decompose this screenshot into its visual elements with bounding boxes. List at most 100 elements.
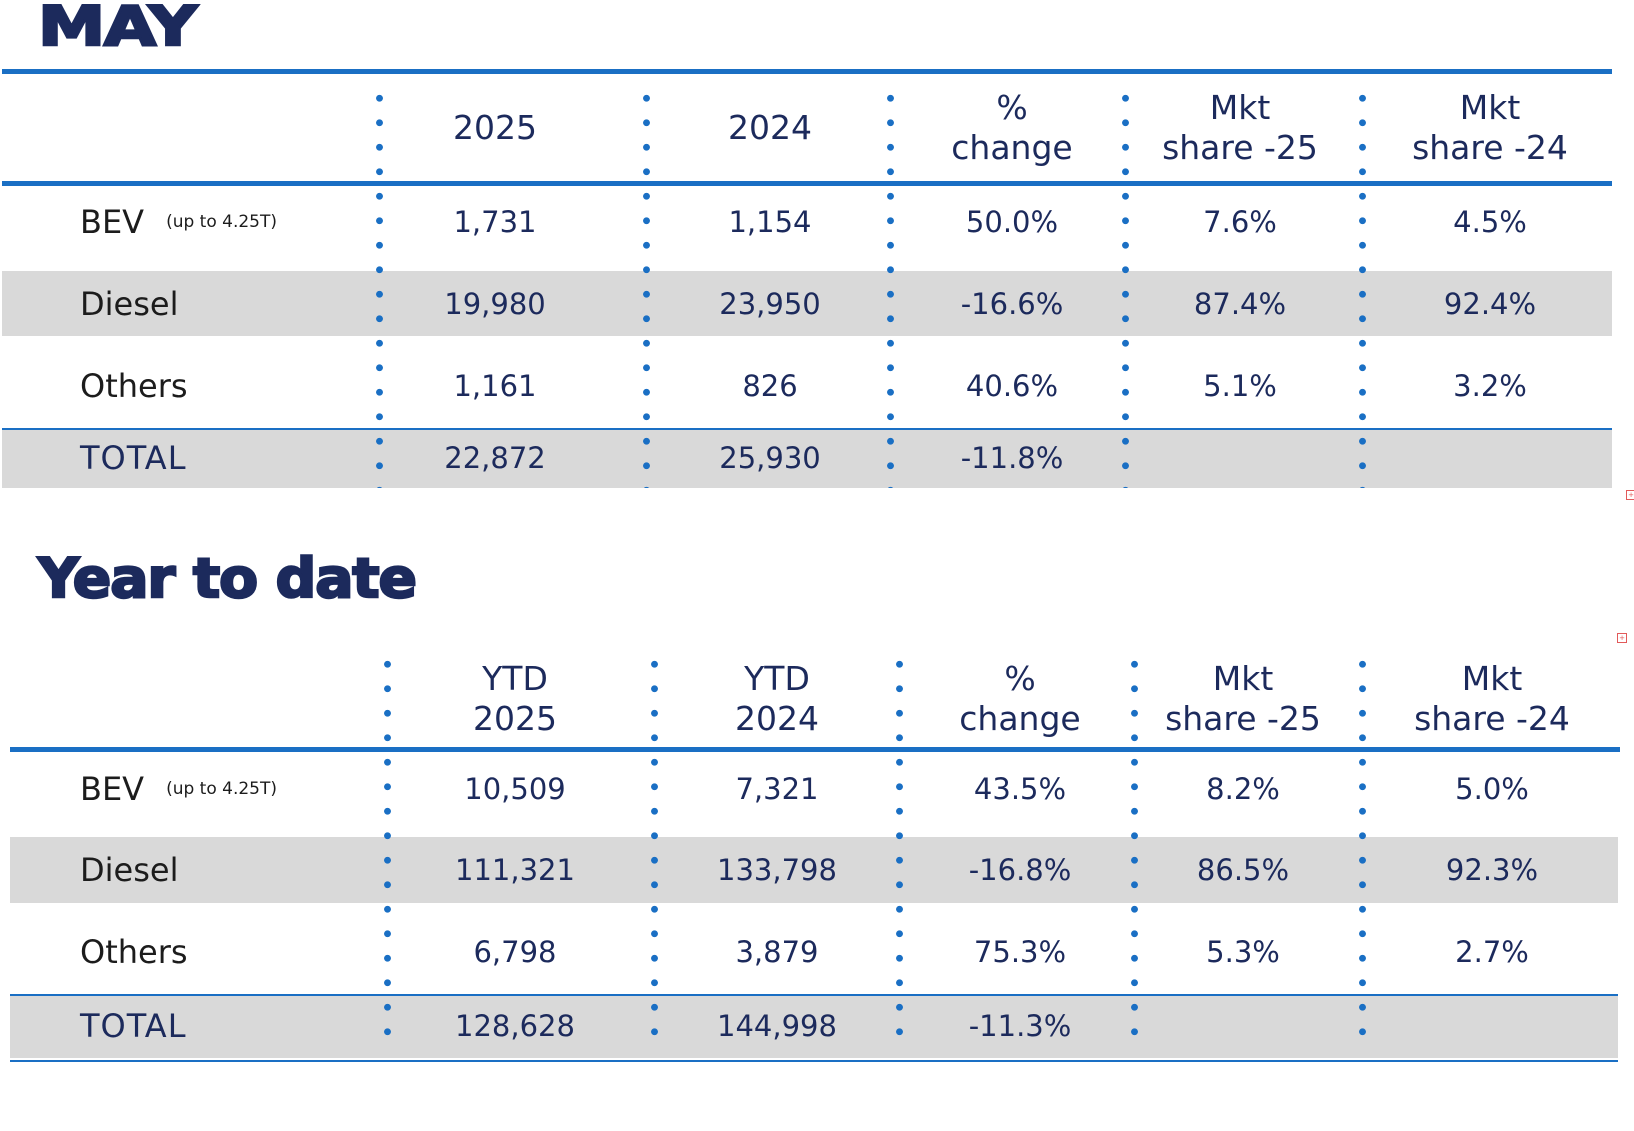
table-cell: 133,798 — [717, 853, 837, 887]
table-cell: 6,798 — [473, 934, 557, 969]
table-rule — [10, 1060, 1618, 1062]
table-cell: 1,154 — [728, 204, 812, 239]
table-rule — [10, 994, 1618, 996]
column-header-line: YTD — [482, 658, 548, 698]
column-header: 2024 — [650, 72, 890, 183]
column-separator — [643, 86, 650, 488]
row-label-text: BEV — [80, 202, 145, 241]
table-cell: 23,950 — [719, 286, 821, 321]
column-header: Mkt share -24 — [1372, 652, 1612, 745]
ytd-title: Year to date — [37, 547, 419, 610]
table-cell: 8.2% — [1206, 771, 1280, 806]
edge-marker: + — [1617, 633, 1627, 643]
row-label-text: Diesel — [80, 284, 179, 323]
column-header: Mkt share -24 — [1370, 72, 1610, 183]
table-cell: 826 — [742, 368, 798, 403]
column-separator — [376, 86, 383, 488]
row-label-text: TOTAL — [80, 1007, 187, 1045]
edge-marker: + — [1626, 490, 1634, 500]
table-cell: 3.2% — [1453, 368, 1527, 403]
column-header-line: change — [959, 698, 1081, 738]
column-header-line: 2024 — [728, 107, 812, 147]
column-separator — [1359, 652, 1366, 1044]
table-cell: -11.8% — [960, 441, 1064, 475]
row-label: TOTAL — [80, 994, 370, 1058]
column-separator — [1131, 652, 1138, 1044]
row-band — [10, 994, 1618, 1058]
row-label: Diesel — [80, 271, 370, 336]
table-cell: 1,731 — [453, 204, 537, 239]
table-cell: 43.5% — [973, 771, 1067, 806]
row-label-text: TOTAL — [80, 439, 187, 477]
table-cell: 40.6% — [965, 368, 1059, 403]
column-header-line: share -25 — [1162, 127, 1318, 167]
column-header-line: 2025 — [473, 698, 557, 738]
row-label-text: Others — [80, 932, 188, 971]
row-label: BEV (up to 4.25T) — [80, 184, 370, 259]
column-header: YTD 2024 — [657, 652, 897, 745]
column-separator — [384, 652, 391, 1044]
column-separator — [896, 652, 903, 1044]
table-cell: 92.3% — [1445, 853, 1539, 887]
table-cell: 128,628 — [455, 1009, 575, 1043]
column-header-line: 2025 — [453, 107, 537, 147]
table-cell: 50.0% — [965, 204, 1059, 239]
row-label: BEV (up to 4.25T) — [80, 751, 370, 826]
column-header-line: change — [951, 127, 1073, 167]
column-header: % change — [900, 652, 1140, 745]
table-cell: 92.4% — [1443, 286, 1537, 321]
row-label: Others — [80, 914, 370, 989]
table-rule — [2, 181, 1612, 186]
table-cell: 86.5% — [1196, 853, 1290, 887]
table-cell: 7,321 — [735, 771, 819, 806]
table-cell: 2.7% — [1455, 934, 1529, 969]
column-separator — [651, 652, 658, 1044]
table-rule — [10, 747, 1620, 752]
row-band — [10, 837, 1618, 903]
table-cell: 5.0% — [1455, 771, 1529, 806]
row-label-text: Others — [80, 366, 188, 405]
row-band — [2, 271, 1612, 336]
table-cell: 87.4% — [1193, 286, 1287, 321]
column-header-line: Mkt — [1209, 87, 1271, 127]
column-header-line: % — [996, 87, 1028, 127]
row-label-note: (up to 4.25T) — [166, 211, 278, 232]
table-cell: 111,321 — [455, 853, 575, 887]
column-header: Mkt share -25 — [1123, 652, 1363, 745]
table-cell: -11.3% — [968, 1009, 1072, 1043]
table-cell: -16.6% — [960, 286, 1064, 321]
table-cell: 22,872 — [444, 441, 546, 475]
row-band — [2, 428, 1612, 488]
column-header-line: % — [1004, 658, 1036, 698]
table-cell: 75.3% — [973, 934, 1067, 969]
column-header-line: YTD — [744, 658, 810, 698]
table-rule — [2, 69, 1612, 74]
column-header: % change — [892, 72, 1132, 183]
row-label: TOTAL — [80, 428, 370, 488]
row-label: Others — [80, 348, 370, 423]
column-header: 2025 — [375, 72, 615, 183]
column-header-line: share -24 — [1414, 698, 1570, 738]
table-cell: 19,980 — [444, 286, 546, 321]
row-label-text: Diesel — [80, 851, 179, 889]
row-label: Diesel — [80, 837, 370, 903]
table-cell: 144,998 — [717, 1009, 837, 1043]
column-header-line: Mkt — [1461, 658, 1523, 698]
table-cell: 25,930 — [719, 441, 821, 475]
column-header-line: Mkt — [1212, 658, 1274, 698]
table-rule — [2, 428, 1612, 430]
table-cell: 10,509 — [464, 771, 566, 806]
table-cell: 7.6% — [1203, 204, 1277, 239]
may-title: MAY — [36, 0, 198, 58]
table-cell: 3,879 — [735, 934, 819, 969]
column-header: YTD 2025 — [395, 652, 635, 745]
table-cell: 4.5% — [1453, 204, 1527, 239]
table-cell: 1,161 — [453, 368, 537, 403]
column-separator — [887, 86, 894, 488]
table-cell: 5.1% — [1203, 368, 1277, 403]
column-separator — [1122, 86, 1129, 488]
column-separator — [1359, 86, 1366, 488]
column-header-line: share -25 — [1165, 698, 1321, 738]
column-header: Mkt share -25 — [1120, 72, 1360, 183]
